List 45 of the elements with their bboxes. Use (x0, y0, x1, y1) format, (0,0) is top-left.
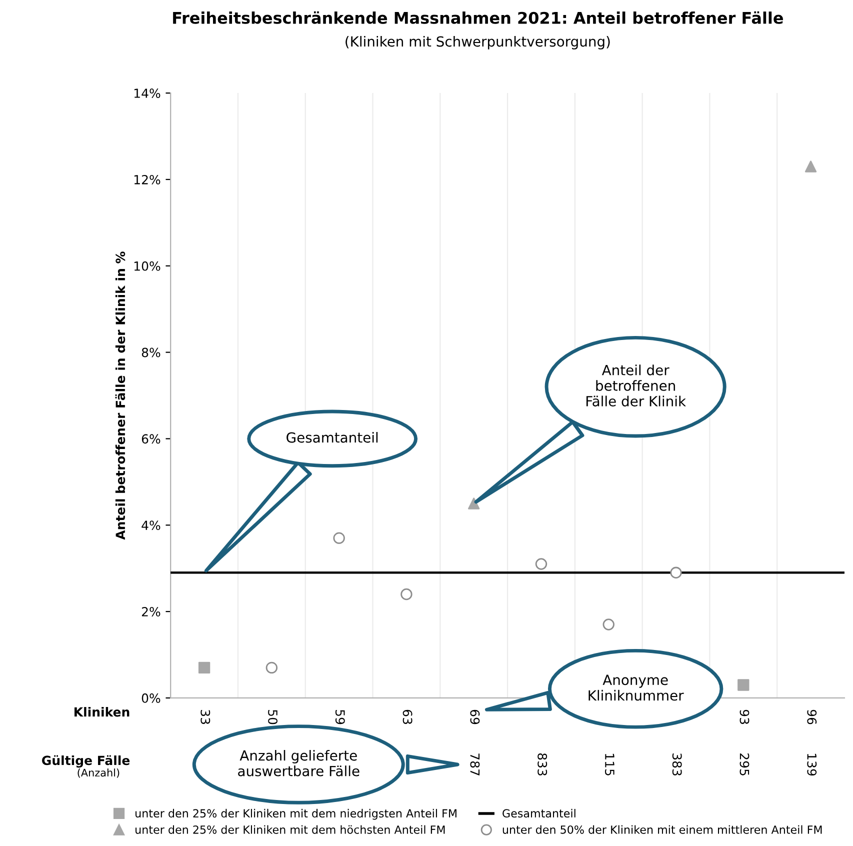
x-tick-label: 96 (807, 710, 817, 724)
annotation: Gesamtanteil (286, 432, 378, 443)
point (804, 160, 817, 172)
y-tick-label: 6% (142, 434, 160, 444)
text: 139 (807, 754, 817, 776)
text: 383 (672, 754, 682, 776)
x-tick-label: 69 (470, 710, 480, 724)
point (400, 588, 412, 600)
point (670, 566, 682, 578)
text: 115 (604, 754, 614, 776)
point (738, 679, 750, 691)
legend-label: unter den 25% der Kliniken mit dem niedrigsten Anteil FM (136, 808, 456, 820)
x-tick-label: 50 (268, 710, 278, 724)
x-tick-label: 33 (200, 710, 210, 724)
legend-label: Gesamtanteil (502, 808, 576, 818)
annotation: Anonyme Kliniknummer (588, 674, 684, 701)
y-axis-title: Anteil betroffener Fälle in der Klinik in % (115, 252, 126, 540)
y-tick-label: 10% (134, 261, 160, 271)
point (198, 662, 210, 674)
text: Anzahl gelieferte auswertbare Fälle (238, 750, 360, 776)
point (333, 532, 345, 544)
point (266, 662, 278, 674)
text: 295 (740, 753, 750, 776)
x-tick-label: 59 (335, 710, 345, 724)
chart-subtitle: (Kliniken mit Schwerpunktversorgung) (346, 36, 610, 50)
point (535, 558, 548, 570)
y-tick-label: 14% (134, 88, 160, 98)
text: 833 (538, 753, 548, 776)
y-tick-label: 2% (142, 607, 160, 616)
x-tick-label: 63 (402, 710, 412, 724)
y-tick-label: 8% (142, 348, 160, 358)
legend-label: unter den 50% der Kliniken mit einem mittleren Anteil FM (502, 825, 822, 834)
legend-label: unter den 25% der Kliniken mit dem höchsten Anteil FM (136, 825, 445, 834)
point (468, 498, 480, 510)
text: 787 (470, 754, 480, 776)
x-tick-label: 93 (740, 710, 750, 724)
text: (Anzahl) (78, 768, 120, 778)
annotation: Anteil der betroffenen Fälle der Klinik (586, 364, 686, 406)
y-tick-label: 0% (142, 693, 160, 703)
x-axis-title: Kliniken (74, 707, 130, 717)
text: Gültige Fälle (42, 755, 130, 768)
y-tick-label: 12% (134, 174, 160, 184)
chart-title: Freiheitsbeschränkende Massnahmen 2021: Anteil betroffener Fälle (173, 11, 783, 24)
point (602, 618, 614, 630)
y-tick-label: 4% (142, 520, 160, 530)
